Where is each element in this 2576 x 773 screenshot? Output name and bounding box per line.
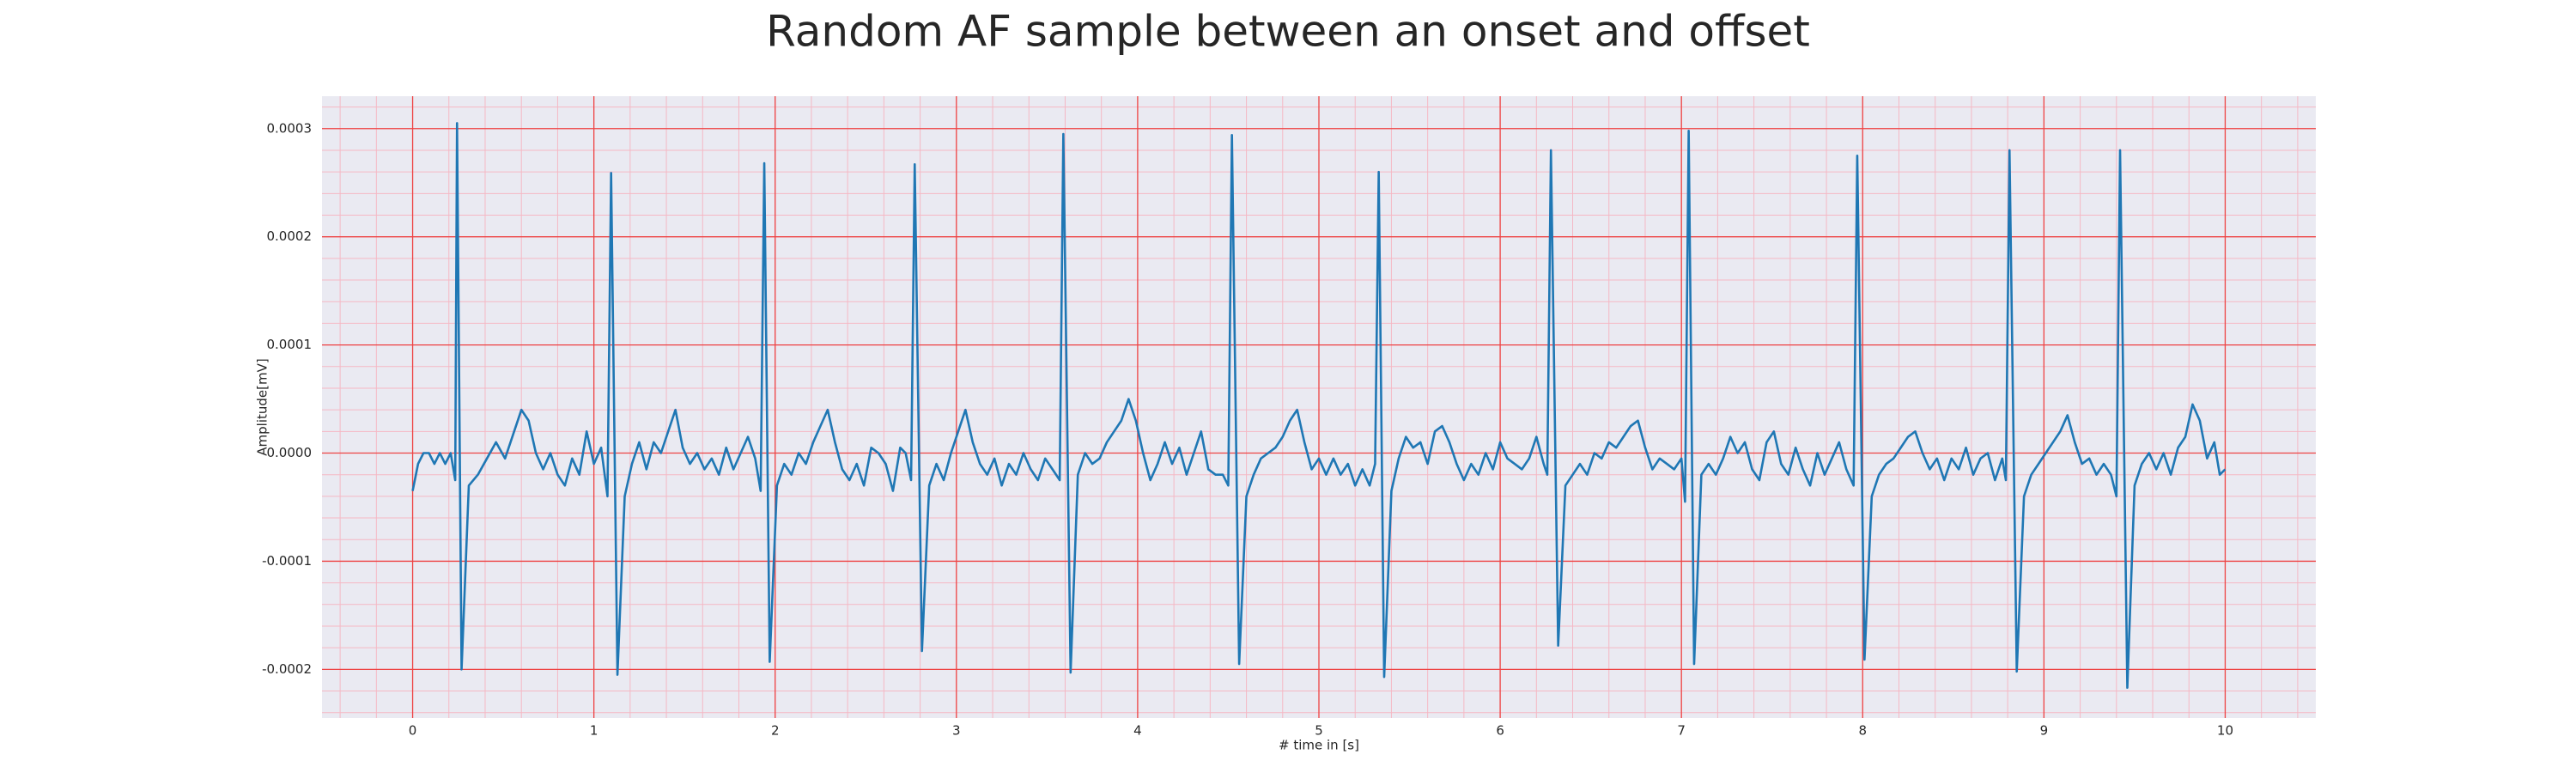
x-tick-label: 0: [409, 723, 417, 739]
x-tick-label: 8: [1858, 723, 1867, 739]
x-tick-label: 9: [2040, 723, 2049, 739]
x-tick-label: 3: [952, 723, 961, 739]
x-axis-label: # time in [s]: [1279, 738, 1359, 753]
x-tick-label: 10: [2217, 723, 2233, 739]
x-tick-label: 4: [1133, 723, 1142, 739]
y-tick-label: -0.0002: [262, 661, 312, 677]
y-tick-label: 0.0000: [267, 445, 313, 460]
y-tick-label: -0.0001: [262, 553, 312, 569]
y-axis-label: Amplitude[mV]: [255, 358, 270, 455]
chart-title: Random AF sample between an onset and of…: [766, 7, 1810, 57]
x-tick-label: 5: [1315, 723, 1323, 739]
data-line: [411, 122, 2227, 690]
y-tick-label: 0.0003: [267, 120, 313, 136]
x-tick-label: 6: [1496, 723, 1504, 739]
x-tick-label: 2: [771, 723, 780, 739]
x-tick-label: 7: [1677, 723, 1686, 739]
x-tick-label: 1: [590, 723, 598, 739]
y-tick-label: 0.0001: [267, 337, 313, 352]
y-tick-label: 0.0002: [267, 228, 313, 244]
